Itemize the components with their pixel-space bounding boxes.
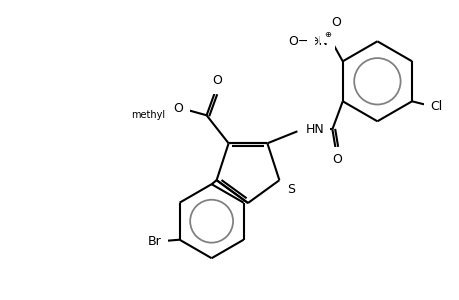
Text: S: S <box>287 183 295 196</box>
Text: O: O <box>212 74 222 87</box>
Text: methyl: methyl <box>132 115 166 125</box>
Text: Br: Br <box>147 235 161 248</box>
Text: HN: HN <box>305 123 324 136</box>
Text: ⊕N: ⊕N <box>308 35 328 48</box>
Text: O: O <box>174 102 183 115</box>
Text: methyl: methyl <box>131 110 165 120</box>
Text: O: O <box>330 16 340 29</box>
Text: O−: O− <box>288 35 308 48</box>
Text: Cl: Cl <box>429 100 441 113</box>
Text: O: O <box>332 153 341 166</box>
Text: ⊕: ⊕ <box>324 30 330 39</box>
